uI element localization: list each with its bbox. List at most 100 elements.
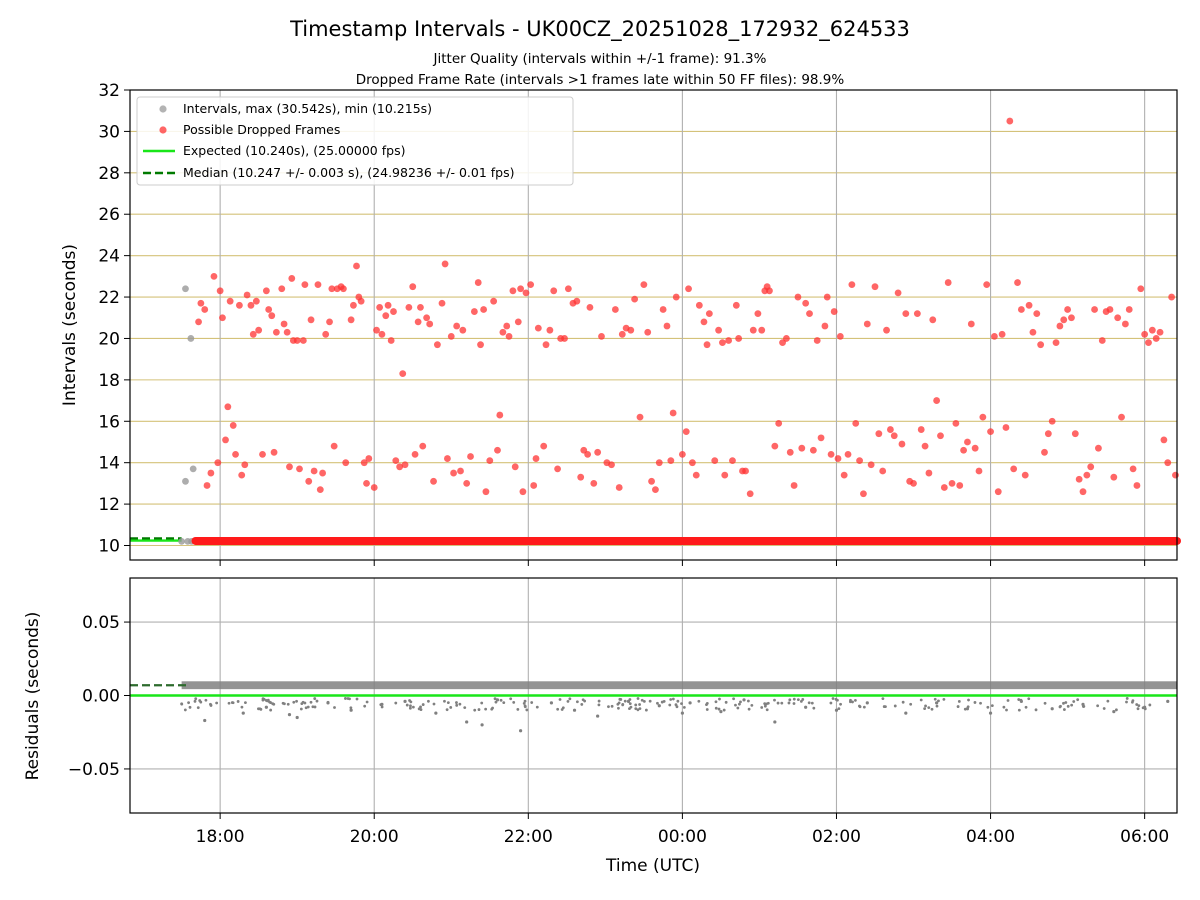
residual-point (810, 701, 814, 705)
dropped-frame-point (669, 409, 677, 417)
residual-point (230, 701, 234, 704)
legend-marker-intervals (159, 105, 167, 113)
residual-point (596, 714, 600, 718)
residual-point (349, 706, 353, 710)
residual-point (1081, 702, 1085, 706)
residual-point (556, 707, 560, 711)
dropped-frame-point (618, 330, 626, 338)
residual-point (858, 705, 862, 709)
residual-point (607, 705, 610, 709)
dropped-frame-point (952, 419, 960, 427)
dropped-frame-point (652, 486, 659, 494)
residual-point (923, 707, 927, 711)
dropped-frame-point (834, 455, 842, 462)
dropped-frame-point (423, 314, 431, 322)
residual-point (1125, 700, 1128, 704)
top-y-tick-label: 26 (98, 205, 120, 225)
residual-point (636, 708, 640, 712)
dropped-frame-point (830, 308, 838, 315)
dropped-frame-point (463, 479, 471, 487)
residual-point (272, 702, 276, 706)
residual-point (634, 707, 638, 711)
dropped-frame-point (1068, 314, 1075, 322)
dropped-frame-point (1029, 328, 1037, 336)
dropped-frame-point (640, 281, 648, 289)
residual-point (484, 707, 488, 711)
residual-point (365, 700, 369, 704)
bottom-y-axis-ticks: 0.05 0.00 −0.05 (68, 613, 130, 780)
bottom-x-tick-label: 20:00 (350, 827, 399, 847)
dropped-frame-point (224, 403, 232, 411)
dropped-frame-point (735, 335, 743, 342)
dropped-frame-point (732, 301, 740, 309)
residual-point (764, 702, 768, 706)
dropped-frame-point (411, 451, 419, 458)
residual-point (986, 705, 990, 709)
dropped-frame-point (1041, 448, 1048, 456)
legend-entry-expected: Expected (10.240s), (25.00000 fps) (143, 143, 405, 158)
dropped-frame-point (856, 457, 863, 465)
residual-point (241, 711, 245, 715)
legend-label-expected: Expected (10.240s), (25.00000 fps) (183, 143, 405, 158)
dropped-frame-point (238, 471, 246, 479)
dropped-frame-point (270, 448, 278, 456)
residual-point (837, 707, 841, 711)
residual-point (724, 700, 728, 704)
dropped-frame-point (382, 312, 390, 320)
dropped-frame-point (1133, 482, 1141, 489)
dropped-frame-point (316, 486, 324, 494)
residual-point (313, 705, 317, 709)
dropped-frame-point (913, 310, 921, 318)
residual-point (626, 699, 631, 703)
dropped-frame-point (827, 451, 835, 458)
residual-point (862, 705, 866, 709)
bottom-y-axis-label: Residuals (seconds) (23, 612, 43, 781)
top-y-tick-label: 28 (98, 164, 120, 184)
residual-point (209, 703, 213, 707)
dropped-frame-point (396, 463, 404, 471)
residual-point (854, 699, 857, 702)
residual-point (516, 707, 520, 711)
residual-point (787, 701, 791, 705)
residual-point (990, 704, 994, 708)
dropped-frame-point (598, 332, 605, 340)
residual-point (261, 698, 265, 702)
residual-point (788, 698, 792, 702)
dropped-frame-point (540, 442, 548, 450)
dropped-frame-point (754, 310, 762, 318)
dropped-frame-point (960, 446, 967, 454)
dropped-frame-point (453, 322, 461, 330)
residual-point (259, 707, 263, 711)
dropped-frame-point (496, 411, 504, 419)
dropped-frame-point (887, 426, 894, 433)
residual-point (1143, 705, 1147, 709)
top-y-tick-label: 22 (98, 288, 120, 308)
bottom-plot-points (180, 681, 1177, 733)
residual-point (742, 698, 746, 702)
dropped-frame-point (975, 467, 983, 475)
dropped-frame-point (1172, 471, 1179, 479)
residual-point (583, 699, 587, 703)
residual-point (295, 715, 299, 720)
top-y-tick-label: 12 (98, 495, 120, 515)
dropped-frame-point (1006, 117, 1014, 125)
residual-point (465, 720, 469, 724)
residual-point (311, 705, 315, 709)
dropped-frame-point (1037, 341, 1045, 349)
residual-point (736, 706, 740, 710)
residual-point (829, 701, 833, 705)
dropped-frame-point (280, 320, 288, 328)
dropped-frame-point (695, 301, 703, 309)
dropped-frame-point (219, 314, 226, 322)
residual-point (187, 701, 190, 705)
bottom-x-tick-label: 06:00 (1120, 827, 1169, 847)
dropped-frame-point (746, 490, 754, 498)
residual-point (299, 707, 303, 711)
chart-subtitle-line-1: Jitter Quality (intervals within +/-1 fr… (433, 51, 767, 67)
residual-point (642, 699, 646, 703)
residual-point (1130, 700, 1134, 704)
dropped-frame-point (207, 469, 215, 477)
dropped-frame-point (586, 304, 594, 311)
residual-point (834, 708, 839, 712)
dropped-frame-point (1017, 306, 1025, 313)
